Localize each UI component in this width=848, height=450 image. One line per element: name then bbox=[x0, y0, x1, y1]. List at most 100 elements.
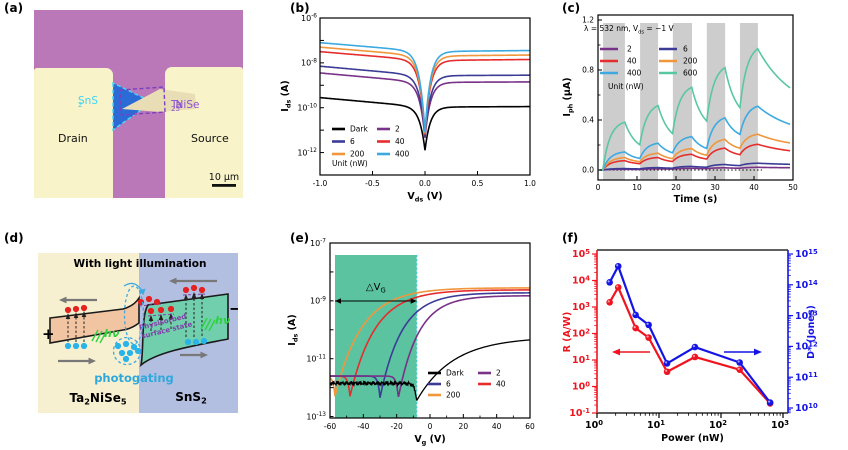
x-tick-label: 0 bbox=[596, 183, 601, 192]
legend-label: 2 bbox=[627, 45, 632, 54]
minus-terminal: − bbox=[229, 299, 238, 318]
scale-bar-label: 10 μm bbox=[209, 172, 239, 183]
point-highlight bbox=[607, 300, 610, 303]
left-tick-label: 101 bbox=[572, 354, 590, 366]
y-tick-label: 10-8 bbox=[301, 58, 317, 67]
y-tick-label: 10-10 bbox=[297, 103, 317, 112]
point-highlight bbox=[664, 369, 668, 372]
panel-c-chart: 0 10 20 30 40 50 0.0 0.4 0.8 1.2λ = 532 nm, Vds =… bbox=[562, 14, 798, 205]
left-axis-title: R (A/W) bbox=[562, 312, 573, 353]
axis-frame bbox=[597, 14, 794, 181]
panel-label-c: (c) bbox=[562, 1, 581, 15]
point-highlight bbox=[616, 285, 619, 288]
ta2nise5-outline bbox=[119, 86, 166, 116]
x-tick-label: 50 bbox=[788, 183, 798, 192]
y-tick-label: 1.2 bbox=[582, 16, 594, 25]
x-tick-label: 20 bbox=[459, 422, 469, 431]
transfer-curve-2 bbox=[330, 294, 530, 398]
legend-label: 2 bbox=[395, 125, 400, 134]
drain-label: Drain bbox=[58, 132, 88, 145]
y-tick-label: 10-7 bbox=[310, 239, 326, 248]
y-tick-label: 10-11 bbox=[306, 354, 326, 363]
photogating-ellipse bbox=[123, 285, 145, 345]
electrons-group bbox=[64, 284, 206, 315]
iv-curve-40 bbox=[319, 50, 531, 135]
left-tick-label: 105 bbox=[572, 248, 590, 260]
right-tick-label: 1015 bbox=[795, 248, 818, 260]
left-tick-label: 10-1 bbox=[569, 407, 590, 419]
x-tick-label: 0.0 bbox=[419, 179, 431, 188]
scale-bar bbox=[212, 184, 236, 187]
plus-terminal: + bbox=[42, 325, 55, 343]
y-tick-label: 10-6 bbox=[301, 14, 317, 23]
point-highlight bbox=[633, 312, 636, 316]
light-on-bar bbox=[672, 23, 692, 180]
axis-frame bbox=[319, 17, 531, 176]
panel-e-chart: △VG -60 -40 -20 0 20 40 60 10-7 10-9 10-11 10-13 Dar… bbox=[287, 239, 535, 447]
ta2nise5-band bbox=[49, 295, 140, 344]
y-axis-title: Ids (A) bbox=[287, 314, 299, 345]
transfer-curve-200 bbox=[329, 287, 530, 397]
point-highlight bbox=[646, 335, 649, 338]
y-tick-label: 10-12 bbox=[297, 148, 317, 157]
legend-label: 6 bbox=[350, 137, 355, 146]
detectivity-point bbox=[645, 321, 652, 329]
left-tick-label: 103 bbox=[572, 301, 590, 313]
point-highlight bbox=[646, 322, 649, 325]
arrowhead-left bbox=[335, 298, 341, 304]
x-tick-label: 0.5 bbox=[472, 179, 484, 188]
panel-label-e: (e) bbox=[290, 231, 310, 245]
y-tick-label: 0.8 bbox=[582, 66, 594, 75]
delta-vg-region bbox=[335, 255, 417, 418]
detectivity-line bbox=[608, 263, 772, 404]
legend-unit: Unit (nW) bbox=[608, 82, 644, 91]
legend-label: 600 bbox=[683, 69, 698, 78]
x-tick-label: 10 bbox=[632, 183, 642, 192]
x-axis-title: Vds (V) bbox=[407, 191, 442, 203]
delta-vg-label: △VG bbox=[366, 282, 386, 294]
x-tick-label: 100 bbox=[585, 419, 603, 431]
x-tick-label: -0.5 bbox=[365, 179, 380, 188]
source-label: Source bbox=[191, 132, 229, 145]
legend-unit: Unit (nW) bbox=[332, 159, 368, 168]
right-tick-label: 1014 bbox=[795, 279, 818, 291]
right-tick-label: 1011 bbox=[795, 371, 818, 383]
panel-label-f: (f) bbox=[562, 231, 579, 245]
transfer-curve-40 bbox=[330, 289, 530, 397]
panel-label-b: (b) bbox=[290, 1, 310, 15]
detectivity-point bbox=[606, 279, 613, 286]
x-axis-title: Time (s) bbox=[674, 194, 718, 205]
iv-curve-200 bbox=[319, 46, 531, 134]
holes-group bbox=[64, 337, 208, 363]
light-on-bar bbox=[640, 23, 659, 180]
right-tick-label: 1010 bbox=[795, 402, 818, 414]
responsivity-point bbox=[632, 324, 639, 332]
left-tick-label: 104 bbox=[572, 275, 590, 287]
point-highlight bbox=[692, 344, 696, 348]
y-tick-label: 10-13 bbox=[306, 412, 326, 421]
x-tick-label: 40 bbox=[492, 422, 502, 431]
point-highlight bbox=[607, 280, 610, 283]
iv-curve-6 bbox=[319, 65, 531, 137]
point-highlight bbox=[737, 367, 740, 370]
legend-label: 2 bbox=[496, 369, 501, 378]
point-highlight bbox=[616, 264, 619, 267]
detectivity-point bbox=[663, 360, 671, 367]
axis-frame bbox=[329, 242, 531, 419]
detectivity-point bbox=[632, 311, 639, 319]
responsivity-point bbox=[691, 353, 699, 361]
drain-electrode bbox=[34, 68, 113, 198]
panel-label-a: (a) bbox=[4, 1, 24, 15]
responsivity-point bbox=[736, 366, 743, 374]
photoresponse-curve-600 bbox=[599, 47, 791, 171]
hv-label-right: hν bbox=[215, 314, 231, 327]
responsivity-point bbox=[645, 334, 652, 341]
transfer-curve-Dark bbox=[329, 339, 531, 402]
y-tick-label: 0.0 bbox=[582, 166, 594, 175]
right-axis-arrowhead bbox=[754, 348, 762, 356]
responsivity-point bbox=[663, 368, 671, 376]
charge-transfer-arrowhead bbox=[138, 288, 146, 295]
left-tick-label: 102 bbox=[572, 328, 590, 340]
left-axis-arrowhead bbox=[612, 348, 620, 356]
